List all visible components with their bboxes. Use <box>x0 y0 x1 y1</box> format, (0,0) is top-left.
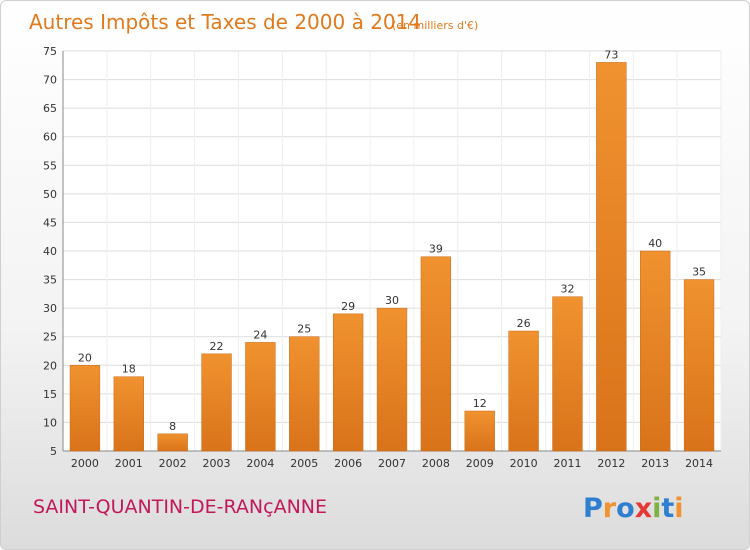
logo-letter: i <box>674 493 683 524</box>
data-label-2004: 24 <box>253 328 267 341</box>
bar-2003 <box>201 353 232 452</box>
axes: 5 10 15 20 25 30 35 40 45 50 55 60 65 70 75 2000 2001 200… <box>43 45 721 470</box>
bar-2012 <box>596 62 627 452</box>
y-tick-label: 10 <box>43 416 57 429</box>
bar-2013 <box>640 250 671 452</box>
y-tick-label: 70 <box>43 74 57 87</box>
y-tick-label: 25 <box>43 331 57 344</box>
data-label-2012: 73 <box>604 48 618 61</box>
bar-2005 <box>289 336 320 452</box>
data-label-2003: 22 <box>210 340 224 353</box>
y-tick-label: 45 <box>43 216 57 229</box>
location-name: SAINT-QUANTIN-DE-RANçANNE <box>33 496 327 518</box>
y-tick-label: 40 <box>43 245 57 258</box>
y-tick-label: 60 <box>43 131 57 144</box>
data-label-2005: 25 <box>297 323 311 336</box>
data-label-2011: 32 <box>560 283 574 296</box>
x-tick-label: 2013 <box>641 457 669 470</box>
data-label-2013: 40 <box>648 237 662 250</box>
proxiti-logo: Proxiti <box>583 493 684 524</box>
data-label-2008: 39 <box>429 243 443 256</box>
x-tick-label: 2001 <box>115 457 143 470</box>
logo-letter: o <box>616 493 635 524</box>
logo-letter: r <box>603 493 617 524</box>
x-tick-label: 2003 <box>203 457 231 470</box>
y-tick-label: 50 <box>43 188 57 201</box>
bar-2002 <box>157 433 188 452</box>
x-tick-label: 2012 <box>597 457 625 470</box>
bar-2004 <box>245 342 276 452</box>
y-tick-label: 55 <box>43 159 57 172</box>
y-tick-label: 5 <box>50 445 57 458</box>
y-tick-label: 30 <box>43 302 57 315</box>
data-labels: 20 18 8 22 24 25 29 30 39 12 26 32 73 40 35 <box>78 48 706 432</box>
bar-2008 <box>420 256 452 452</box>
logo-letter: t <box>661 493 674 524</box>
x-tick-label: 2000 <box>71 457 99 470</box>
x-tick-label: 2002 <box>159 457 187 470</box>
x-tick-label: 2014 <box>685 457 713 470</box>
bar-2010 <box>508 330 539 452</box>
x-tick-label: 2010 <box>510 457 538 470</box>
data-label-2007: 30 <box>385 294 399 307</box>
logo-letter: i <box>652 493 661 524</box>
data-label-2000: 20 <box>78 351 92 364</box>
chart-subtitle: (en milliers d'€) <box>392 19 478 32</box>
logo-letter: P <box>583 493 603 524</box>
bar-2000 <box>69 365 101 452</box>
x-tick-label: 2009 <box>466 457 494 470</box>
y-tick-label: 65 <box>43 102 57 115</box>
x-tick-label: 2008 <box>422 457 450 470</box>
data-label-2014: 35 <box>692 266 706 279</box>
x-tick-label: 2005 <box>290 457 318 470</box>
bar-2006 <box>332 313 364 452</box>
bar-2001 <box>113 376 144 452</box>
y-tick-label: 20 <box>43 359 57 372</box>
bar-2007 <box>376 307 408 452</box>
x-tick-label: 2006 <box>334 457 362 470</box>
bar-2011 <box>552 296 583 452</box>
chart-title: Autres Impôts et Taxes de 2000 à 2014 <box>29 10 421 34</box>
bar-2014 <box>683 279 715 452</box>
logo-letter: x <box>635 493 652 524</box>
x-tick-label: 2004 <box>246 457 274 470</box>
data-label-2010: 26 <box>517 317 531 330</box>
y-tick-label: 15 <box>43 388 57 401</box>
data-label-2001: 18 <box>122 363 136 376</box>
bars <box>69 62 715 452</box>
data-label-2006: 29 <box>341 300 355 313</box>
x-tick-label: 2007 <box>378 457 406 470</box>
data-label-2009: 12 <box>473 397 487 410</box>
bar-2009 <box>464 410 495 452</box>
y-tick-label: 75 <box>43 45 57 58</box>
x-tick-label: 2011 <box>553 457 581 470</box>
y-tick-label: 35 <box>43 274 57 287</box>
data-label-2002: 8 <box>169 420 176 433</box>
